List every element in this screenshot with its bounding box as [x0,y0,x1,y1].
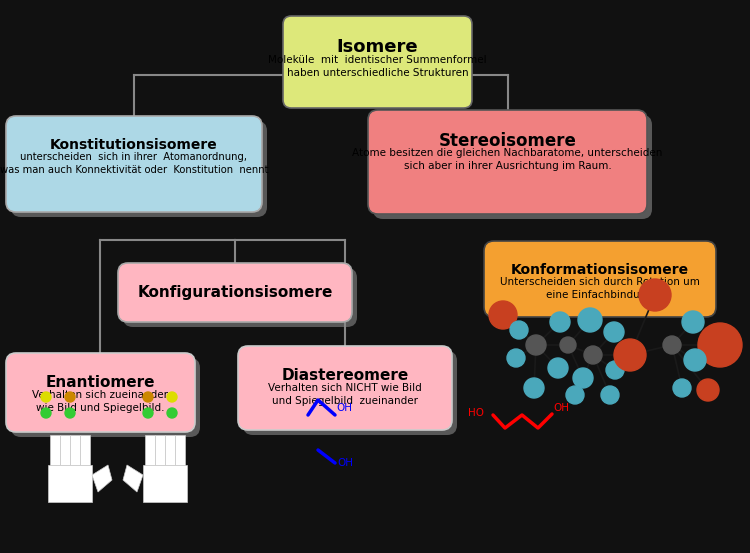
Ellipse shape [548,358,568,378]
Polygon shape [175,435,185,465]
Ellipse shape [606,361,624,379]
FancyBboxPatch shape [238,346,452,430]
Ellipse shape [560,337,576,353]
Text: Diastereomere: Diastereomere [281,368,409,383]
Ellipse shape [573,368,593,388]
FancyBboxPatch shape [118,263,352,322]
Ellipse shape [550,312,570,332]
Polygon shape [70,435,80,465]
Ellipse shape [673,379,691,397]
Text: Moleküle  mit  identischer Summenformel
haben unterschiedliche Strukturen: Moleküle mit identischer Summenformel ha… [268,55,487,78]
Circle shape [167,408,177,418]
Ellipse shape [682,311,704,333]
Circle shape [65,392,75,402]
Text: Atome besitzen die gleichen Nachbaratome, unterscheiden
sich aber in ihrer Ausri: Atome besitzen die gleichen Nachbaratome… [352,148,663,171]
Polygon shape [145,435,155,465]
FancyBboxPatch shape [11,121,267,217]
Ellipse shape [524,378,544,398]
Circle shape [143,392,153,402]
Ellipse shape [526,335,546,355]
Polygon shape [92,465,112,492]
Ellipse shape [684,349,706,371]
FancyBboxPatch shape [243,351,457,435]
Text: Konfigurationsisomere: Konfigurationsisomere [137,285,333,300]
Text: Unterscheiden sich durch Rotation um
eine Einfachbindung: Unterscheiden sich durch Rotation um ein… [500,277,700,300]
Circle shape [41,408,51,418]
Circle shape [65,408,75,418]
Polygon shape [60,435,70,465]
Ellipse shape [663,336,681,354]
Ellipse shape [614,339,646,371]
Text: Verhalten sich zueinander
wie Bild und Spiegelbild.: Verhalten sich zueinander wie Bild und S… [32,390,169,413]
Polygon shape [165,435,175,465]
Ellipse shape [639,279,671,311]
Text: Verhalten sich NICHT wie Bild
und Spiegelbild  zueinander: Verhalten sich NICHT wie Bild und Spiege… [268,383,422,406]
FancyBboxPatch shape [11,358,200,437]
Circle shape [41,392,51,402]
Polygon shape [80,435,90,465]
Text: Stereoisomere: Stereoisomere [439,132,577,150]
Text: OH: OH [336,403,352,413]
Text: Konformationsisomere: Konformationsisomere [511,263,689,277]
Text: Isomere: Isomere [337,38,418,56]
Circle shape [143,408,153,418]
Ellipse shape [697,379,719,401]
Polygon shape [155,435,165,465]
Ellipse shape [601,386,619,404]
FancyBboxPatch shape [368,110,647,214]
Text: Enantiomere: Enantiomere [46,375,155,390]
FancyBboxPatch shape [283,16,472,108]
Polygon shape [143,465,187,502]
Ellipse shape [489,301,517,329]
FancyBboxPatch shape [123,268,357,327]
Ellipse shape [584,346,602,364]
Polygon shape [123,465,143,492]
FancyBboxPatch shape [373,115,652,219]
Circle shape [167,392,177,402]
Ellipse shape [604,322,624,342]
Text: unterscheiden  sich in ihrer  Atomanordnung,
was man auch Konnektivität oder  Ko: unterscheiden sich in ihrer Atomanordnun… [0,152,268,175]
FancyBboxPatch shape [6,353,195,432]
Ellipse shape [698,323,742,367]
Polygon shape [48,465,92,502]
FancyBboxPatch shape [484,241,716,317]
FancyBboxPatch shape [6,116,262,212]
Text: Konstitutionsisomere: Konstitutionsisomere [50,138,217,152]
Ellipse shape [566,386,584,404]
Ellipse shape [507,349,525,367]
Ellipse shape [510,321,528,339]
Text: OH: OH [337,458,353,468]
Text: HO: HO [468,408,484,418]
Text: OH: OH [553,403,569,413]
Polygon shape [50,435,60,465]
Ellipse shape [578,308,602,332]
